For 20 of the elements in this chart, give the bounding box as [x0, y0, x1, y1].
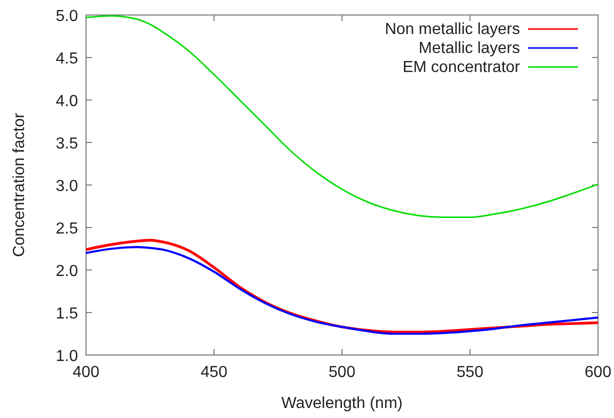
- y-tick-label: 2.5: [56, 220, 78, 238]
- x-tick-label: 500: [328, 364, 356, 381]
- y-tick-label: 1.0: [56, 348, 78, 365]
- y-tick-label: 3.0: [56, 178, 78, 195]
- y-tick-label: 1.5: [56, 306, 78, 322]
- y-tick-label: 3.5: [56, 136, 78, 152]
- x-tick-label: 450: [200, 364, 228, 381]
- legend-label: Metallic layers: [418, 40, 520, 57]
- x-tick-label: 550: [456, 364, 484, 381]
- legend-label: EM concentrator: [402, 59, 521, 76]
- y-tick-label: 4.0: [56, 93, 78, 110]
- y-axis-title: Concentration factor: [11, 112, 28, 258]
- line-series: [85, 15, 599, 218]
- y-tick-label: 5.0: [56, 8, 78, 25]
- x-axis-title: Wavelength (nm): [281, 395, 403, 412]
- x-tick-label: 600: [584, 364, 612, 381]
- legend-label: Non metallic layers: [384, 21, 520, 38]
- y-tick-label: 4.5: [56, 50, 78, 68]
- x-tick-label: 400: [72, 364, 100, 381]
- y-tick-label: 2.0: [56, 263, 78, 280]
